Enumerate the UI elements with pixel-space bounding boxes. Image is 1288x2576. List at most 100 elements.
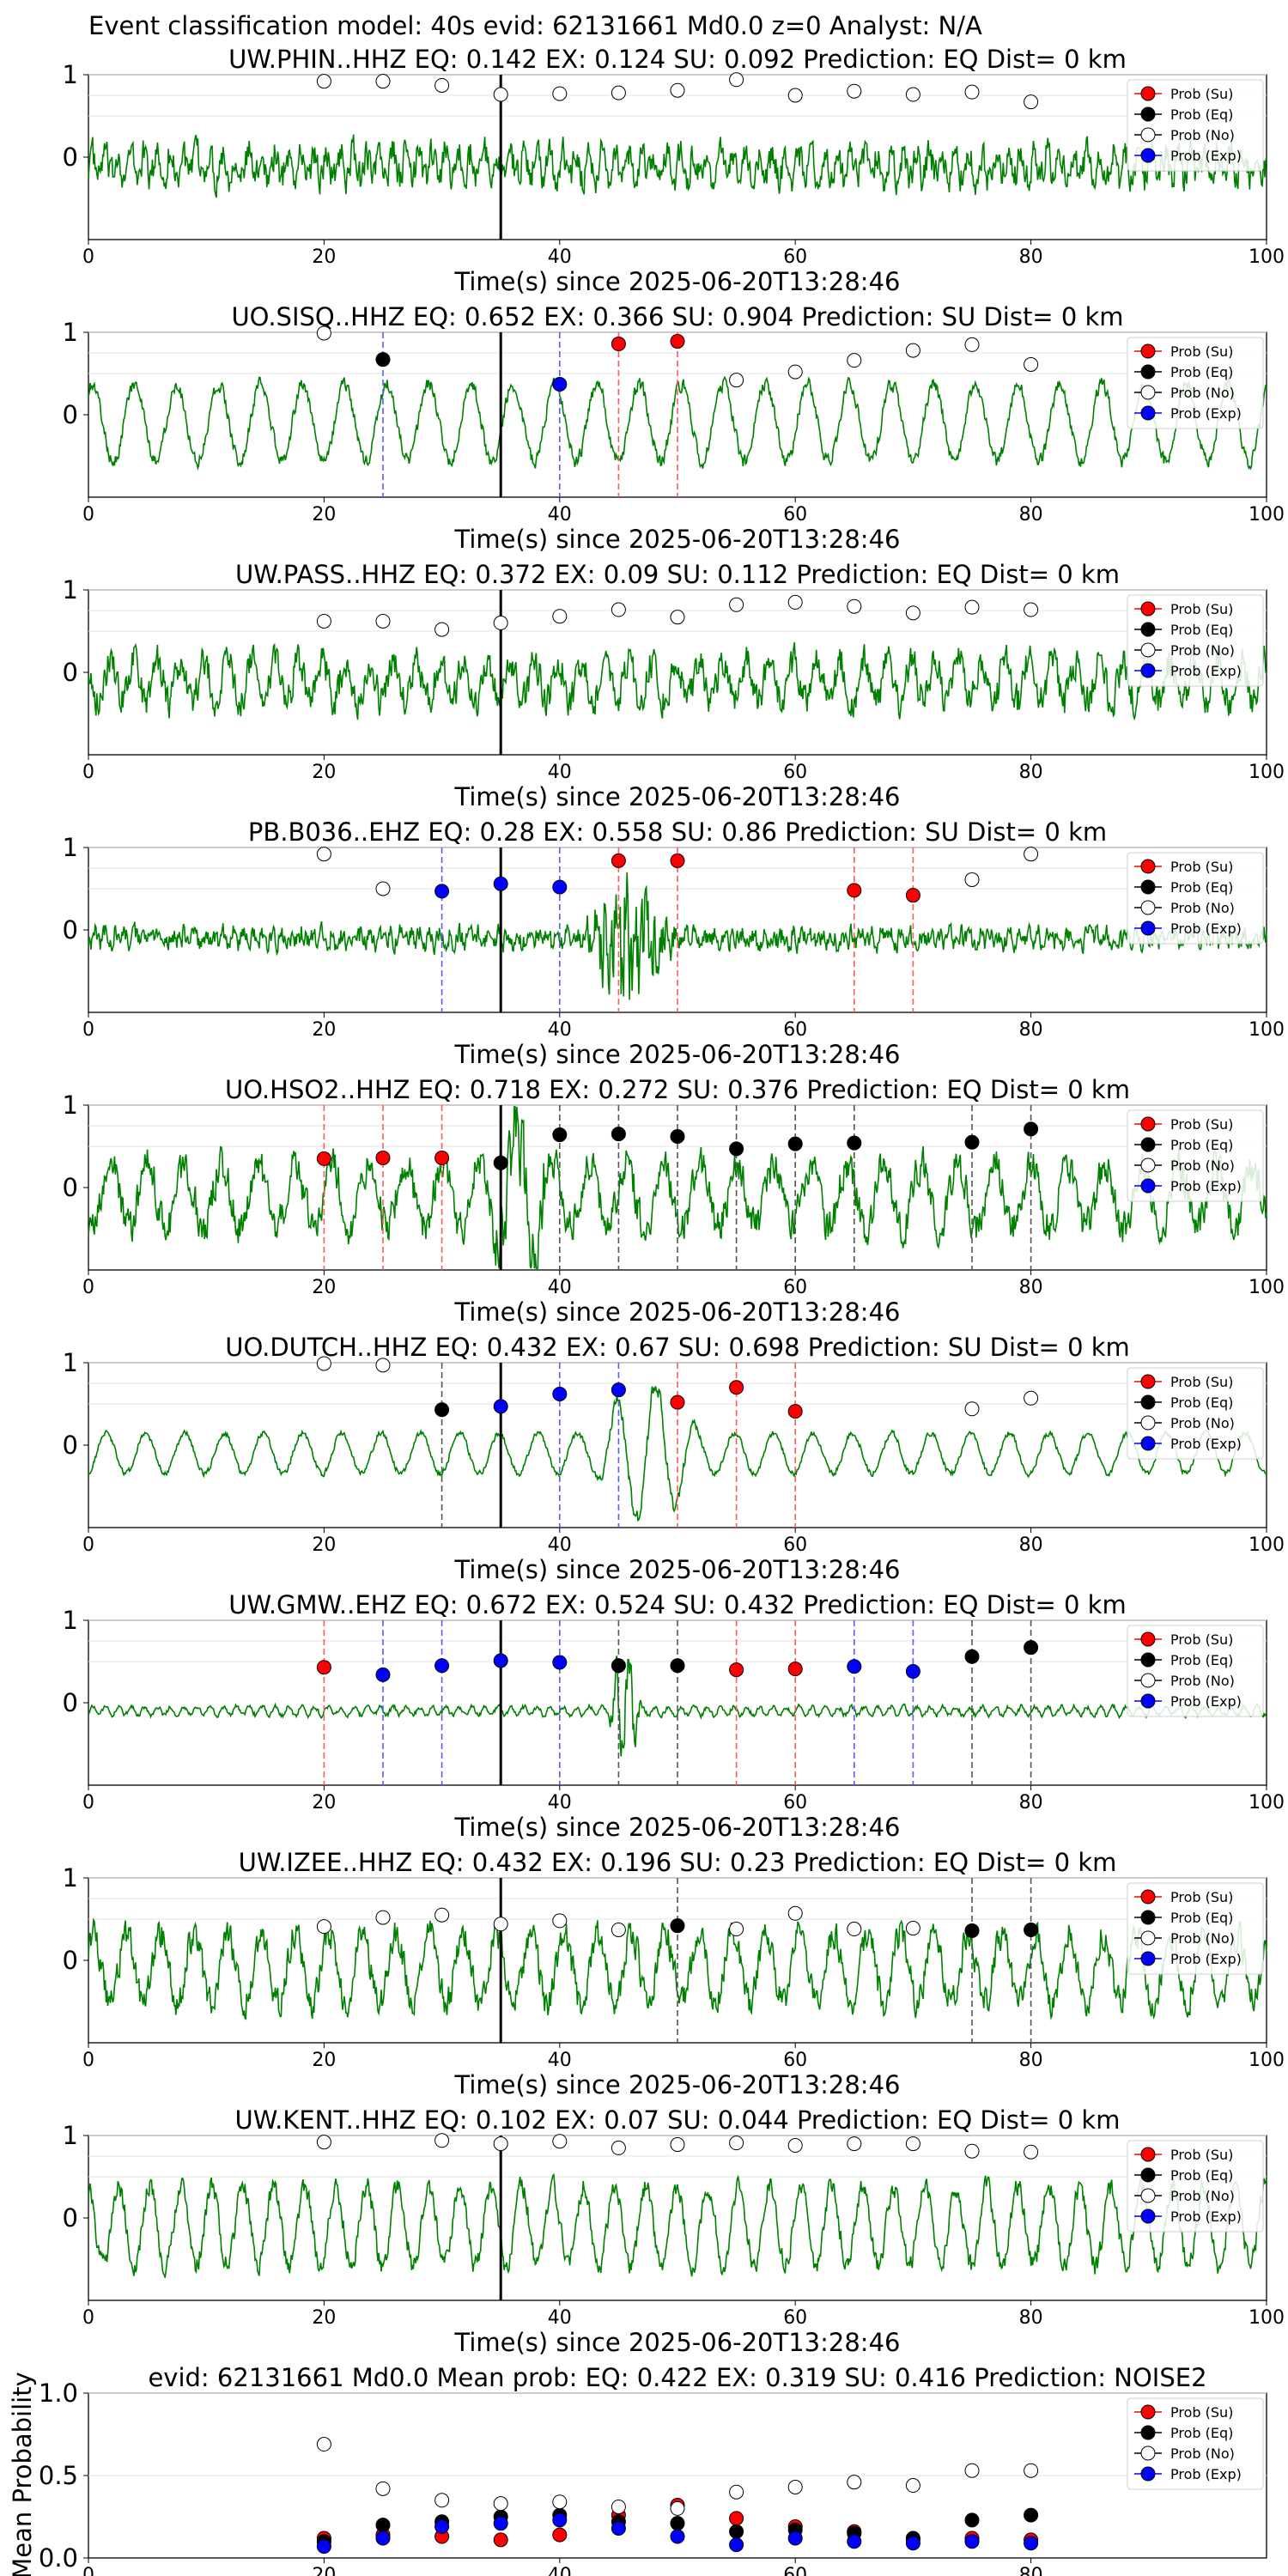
legend-marker-eq <box>1140 1910 1156 1925</box>
y-tick-label: 0.5 <box>39 2461 78 2490</box>
legend-label-exp: Prob (Exp) <box>1170 2208 1242 2225</box>
y-tick-label: 0 <box>63 915 78 945</box>
legend-marker-no <box>1140 900 1156 915</box>
y-tick-label: 0 <box>63 143 78 172</box>
mean-point-no <box>1024 2463 1039 2478</box>
x-tick-label: 100 <box>1249 1019 1285 1041</box>
prob-point-no <box>847 83 862 99</box>
prob-point-no <box>729 1922 744 1937</box>
x-tick-label: 0 <box>82 1534 94 1556</box>
prob-point-no <box>670 82 685 98</box>
prob-point-no <box>552 2134 568 2149</box>
prob-point-exp <box>434 1658 450 1674</box>
prob-point-no <box>964 599 980 615</box>
x-tick-label: 20 <box>312 762 336 783</box>
prob-point-no <box>552 1913 568 1929</box>
prob-point-su <box>847 883 862 898</box>
x-tick-label: 20 <box>312 1792 336 1814</box>
prob-point-no <box>905 2136 920 2152</box>
mean-point-exp <box>375 2530 391 2546</box>
legend-marker-su <box>1140 86 1156 101</box>
prob-point-su <box>316 1151 331 1166</box>
prob-point-eq <box>670 1918 685 1934</box>
legend-marker-no <box>1140 1673 1156 1688</box>
legend-label-su: Prob (Su) <box>1170 1116 1233 1133</box>
legend-label-eq: Prob (Eq) <box>1170 879 1233 896</box>
prob-point-no <box>787 1905 803 1921</box>
prob-point-no <box>316 1356 331 1371</box>
prob-point-su <box>729 1662 744 1678</box>
y-tick-label: 0.0 <box>39 2543 78 2573</box>
legend-label-no: Prob (No) <box>1170 642 1235 659</box>
legend-marker-exp <box>1140 920 1156 936</box>
x-tick-label: 40 <box>548 2565 572 2576</box>
prob-point-no <box>1024 602 1039 617</box>
x-tick-label: 40 <box>548 2307 572 2329</box>
prob-point-su <box>787 1404 803 1419</box>
x-axis-label: Time(s) since 2025-06-20T13:28:46 <box>454 525 901 554</box>
legend-label-eq: Prob (Eq) <box>1170 622 1233 638</box>
panel-8: UW.IZEE..HHZ EQ: 0.432 EX: 0.196 SU: 0.2… <box>63 1848 1285 2099</box>
prob-point-exp <box>552 879 568 895</box>
mean-point-exp <box>670 2529 685 2544</box>
y-tick-label: 1 <box>63 575 78 605</box>
prob-point-no <box>787 364 803 380</box>
prob-point-exp <box>434 884 450 899</box>
mean-point-no <box>729 2484 744 2500</box>
plot-area <box>88 2135 1267 2301</box>
legend-label-eq: Prob (Eq) <box>1170 2167 1233 2184</box>
prob-point-eq <box>1024 1121 1039 1137</box>
prob-point-no <box>1024 356 1039 372</box>
prob-point-su <box>375 1150 391 1165</box>
prob-point-eq <box>434 1402 450 1418</box>
panel-1: UW.PHIN..HHZ EQ: 0.142 EX: 0.124 SU: 0.0… <box>63 45 1285 296</box>
y-tick-label: 1 <box>63 2121 78 2150</box>
legend-box <box>1127 2397 1264 2490</box>
prob-point-no <box>787 594 803 610</box>
mean-point-exp <box>316 2539 331 2555</box>
mean-point-eq <box>729 2524 744 2539</box>
prob-point-no <box>787 2138 803 2154</box>
legend-marker-exp <box>1140 1693 1156 1709</box>
mean-point-no <box>316 2437 331 2452</box>
legend-label-no: Prob (No) <box>1170 2445 1235 2462</box>
legend-label-exp: Prob (Exp) <box>1170 1436 1242 1452</box>
panel-title: UW.GMW..EHZ EQ: 0.672 EX: 0.524 SU: 0.43… <box>228 1590 1126 1619</box>
prob-point-eq <box>611 1127 626 1142</box>
prob-point-no <box>1024 847 1039 862</box>
x-tick-label: 60 <box>783 762 807 783</box>
prob-point-eq <box>611 1658 626 1674</box>
panel-title: PB.B036..EHZ EQ: 0.28 EX: 0.558 SU: 0.86… <box>248 817 1107 847</box>
prob-point-su <box>670 1394 685 1410</box>
x-tick-label: 60 <box>783 2307 807 2329</box>
legend-marker-eq <box>1140 364 1156 380</box>
y-tick-label: 1 <box>63 833 78 862</box>
legend-marker-exp <box>1140 663 1156 678</box>
mean-point-no <box>847 2475 862 2490</box>
prob-point-no <box>316 74 331 89</box>
prob-point-no <box>316 613 331 629</box>
x-tick-label: 60 <box>783 1019 807 1041</box>
legend-box <box>1127 79 1264 172</box>
legend-marker-eq <box>1140 1394 1156 1410</box>
prob-point-no <box>611 1922 626 1937</box>
legend-marker-su <box>1140 1631 1156 1647</box>
panel-title: UO.SISQ..HHZ EQ: 0.652 EX: 0.366 SU: 0.9… <box>231 302 1123 331</box>
mean-point-exp <box>493 2516 508 2531</box>
x-tick-label: 60 <box>783 1277 807 1298</box>
x-axis-label: Time(s) since 2025-06-20T13:28:46 <box>454 1040 901 1069</box>
panel-title: UO.HSO2..HHZ EQ: 0.718 EX: 0.272 SU: 0.3… <box>225 1075 1130 1104</box>
x-tick-label: 60 <box>783 504 807 526</box>
prob-point-exp <box>493 876 508 891</box>
legend-marker-no <box>1140 1930 1156 1946</box>
prob-point-su <box>611 336 626 351</box>
mean-point-exp <box>847 2534 862 2549</box>
y-tick-label: 1 <box>63 1348 78 1377</box>
panel-10: evid: 62131661 Md0.0 Mean prob: EQ: 0.42… <box>8 2363 1267 2576</box>
legend-marker-exp <box>1140 1436 1156 1451</box>
panel-title: UW.PASS..HHZ EQ: 0.372 EX: 0.09 SU: 0.11… <box>235 560 1120 589</box>
legend-marker-eq <box>1140 2167 1156 2183</box>
prob-point-no <box>375 613 391 629</box>
prob-point-su <box>670 853 685 868</box>
prob-point-exp <box>611 1382 626 1398</box>
